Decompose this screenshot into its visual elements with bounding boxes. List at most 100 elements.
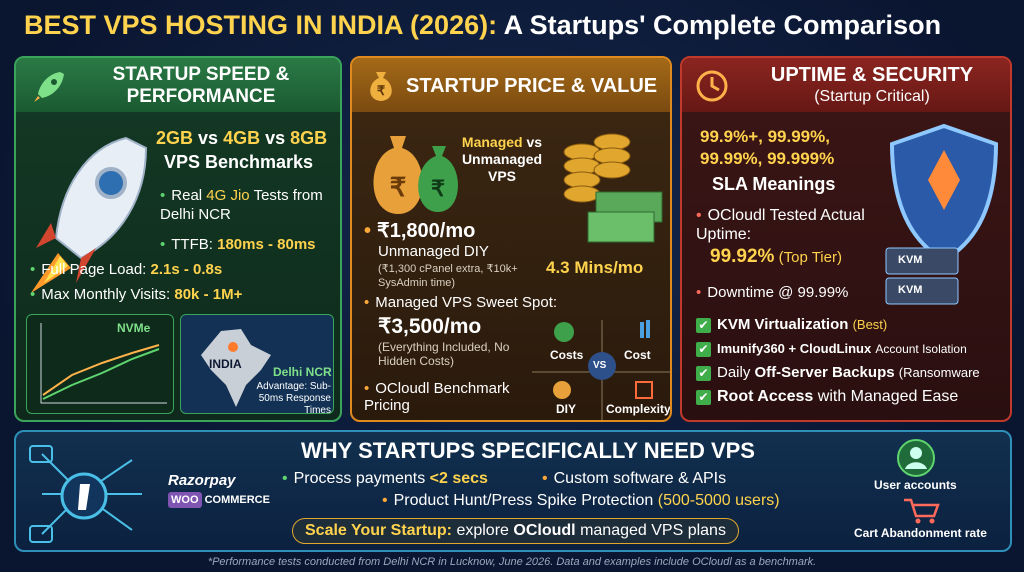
managed-note: (Everything Included, No Hidden Costs) — [378, 340, 510, 368]
load-bullet: Full Page Load: 2.1s - 0.8s — [30, 261, 222, 278]
coins — [563, 133, 663, 243]
title-highlight: BEST VPS HOSTING IN INDIA (2026): — [24, 10, 498, 40]
clock-icon — [696, 70, 728, 102]
brand: OCloudl — [513, 522, 576, 539]
check-item: Imunify360 + CloudLinux Account Isolatio… — [696, 340, 967, 357]
tested: OCloudl Tested Actual Uptime: — [696, 206, 876, 244]
text: Tests from Delhi NCR — [160, 187, 323, 223]
benchmark: OCloudl Benchmark Pricing — [364, 380, 524, 414]
brand-woo: WOO COMMERCE — [168, 492, 270, 508]
moneybags: ₹ ₹ — [373, 136, 459, 214]
svg-text:₹: ₹ — [390, 172, 407, 202]
cta-lead: Scale Your Startup: — [305, 522, 452, 539]
value: 180ms - 80ms — [217, 236, 316, 253]
bench-sub: VPS Benchmarks — [164, 152, 314, 172]
bench-vs: vs — [198, 128, 219, 148]
brand-razorpay: Razorpay — [168, 472, 236, 489]
cart-icon — [904, 498, 940, 524]
line-illustration — [40, 323, 167, 404]
panel-title: UPTIME & SECURITY — [770, 64, 974, 86]
text: managed VPS plans — [580, 522, 726, 539]
label: Max Monthly Visits: — [41, 286, 171, 303]
unmanaged-price: ₹1,800/mo — [364, 218, 475, 243]
tested-note: (Top Tier) — [778, 249, 842, 266]
sla-label: SLA Meanings — [712, 174, 836, 194]
bench-size: 8GB — [290, 128, 328, 148]
panel-title: STARTUP PRICE & VALUE — [406, 75, 658, 97]
note: Account Isolation — [875, 342, 967, 356]
unmanaged-note: (₹1,300 cPanel extra, ₹10k+ SysAdmin tim… — [378, 263, 518, 289]
vs: vs — [526, 134, 543, 150]
text: Product Hunt/Press Spike Protection — [393, 492, 654, 509]
commerce: COMMERCE — [204, 494, 270, 506]
india-map — [201, 329, 271, 407]
unmanaged-label: Unmanaged DIY — [378, 243, 489, 260]
tested-result: 99.92% (Top Tier) — [710, 246, 842, 268]
quadrant-label: Cost — [624, 348, 651, 362]
managed: Managed — [461, 134, 523, 150]
tests-bullet: Real 4G Jio Tests from Delhi NCR — [160, 186, 330, 224]
bench-heading: 2GB vs 4GB vs 8GB — [156, 128, 327, 149]
value: 2.1s - 0.8s — [150, 261, 223, 278]
user-icon — [897, 439, 935, 477]
strong: Off-Server Backups — [754, 364, 895, 381]
sla-values: 99.9%+, 99.99%, 99.99%, 99.999% — [700, 127, 835, 168]
compare: Managed vs Unmanaged VPS — [452, 134, 552, 185]
quadrant-center: VS — [593, 360, 607, 371]
shield-server — [885, 123, 999, 305]
woo: WOO — [168, 492, 202, 508]
map-note: Advantage: Sub-50ms Response Times — [256, 381, 332, 416]
value: 80k - 1M+ — [174, 286, 243, 303]
tested-value: 99.92% — [710, 246, 775, 267]
downtime: Downtime @ 99.99% — [696, 284, 848, 301]
text: Real — [171, 187, 203, 204]
custom: Custom software & APIs — [542, 470, 727, 488]
bench-size: 2GB — [156, 128, 194, 148]
title-rest: A Startups' Complete Comparison — [503, 10, 942, 40]
title: BEST VPS HOSTING IN INDIA (2026): A Star… — [24, 10, 941, 41]
ttfb-bullet: TTFB: 180ms - 80ms — [160, 236, 316, 253]
panel-header — [352, 58, 670, 112]
bench-vs: vs — [265, 128, 286, 148]
why-title: WHY STARTUPS SPECIFICALLY NEED VPS — [301, 438, 755, 463]
label: Full Page Load: — [41, 261, 147, 278]
svg-text:₹: ₹ — [377, 83, 386, 98]
value: <2 secs — [429, 470, 488, 487]
chart-label: NVMe — [117, 321, 151, 335]
strong: Imunify360 + CloudLinux — [717, 341, 872, 356]
payments: Process payments <2 secs — [282, 470, 488, 488]
moneybag-icon: ₹ — [370, 72, 392, 101]
map-city: Delhi NCR — [273, 365, 332, 379]
quadrant-label: DIY — [556, 402, 577, 416]
footer: *Performance tests conducted from Delhi … — [207, 556, 817, 568]
check-item: Daily Off-Server Backups (Ransomware — [696, 364, 980, 381]
panel-title: STARTUP SPEED & PERFORMANCE — [112, 64, 290, 107]
cta[interactable]: Scale Your Startup: explore OCloudl mana… — [292, 518, 739, 544]
network-icon — [29, 445, 142, 543]
quadrant — [532, 320, 670, 420]
quadrant-label: Costs — [550, 348, 584, 362]
spike: Product Hunt/Press Spike Protection (500… — [382, 492, 780, 510]
cart: Cart Abandonment rate — [854, 526, 987, 540]
panel-subtitle: (Startup Critical) — [814, 88, 930, 105]
text: explore — [456, 522, 509, 539]
speed-panel: STARTUP SPEED & PERFORMANCE 2GB vs 4GB v… — [14, 56, 342, 422]
label: TTFB: — [171, 236, 213, 253]
user-accounts: User accounts — [874, 478, 957, 492]
map-box: INDIA Delhi NCR Advantage: Sub-50ms Resp… — [180, 314, 334, 416]
managed-price: ₹3,500/mo — [378, 315, 482, 338]
check-item: Root Access with Managed Ease — [696, 388, 958, 406]
note: (Best) — [852, 317, 888, 332]
server-label: KVM — [898, 284, 923, 296]
check-item: KVM Virtualization (Best) — [696, 316, 887, 333]
rocket-icon — [34, 72, 64, 102]
panel-header — [682, 58, 1010, 112]
highlight: 4G Jio — [206, 187, 250, 204]
svg-text:₹: ₹ — [431, 176, 445, 201]
text: Daily — [717, 364, 751, 381]
why-panel: Razorpay WOO COMMERCE WHY STARTUPS SPECI… — [14, 430, 1012, 552]
text: with Managed Ease — [817, 388, 959, 405]
visits-bullet: Max Monthly Visits: 80k - 1M+ — [30, 286, 242, 303]
uptime-panel: UPTIME & SECURITY (Startup Critical) 99.… — [680, 56, 1012, 422]
value: (500-5000 users) — [657, 492, 780, 509]
